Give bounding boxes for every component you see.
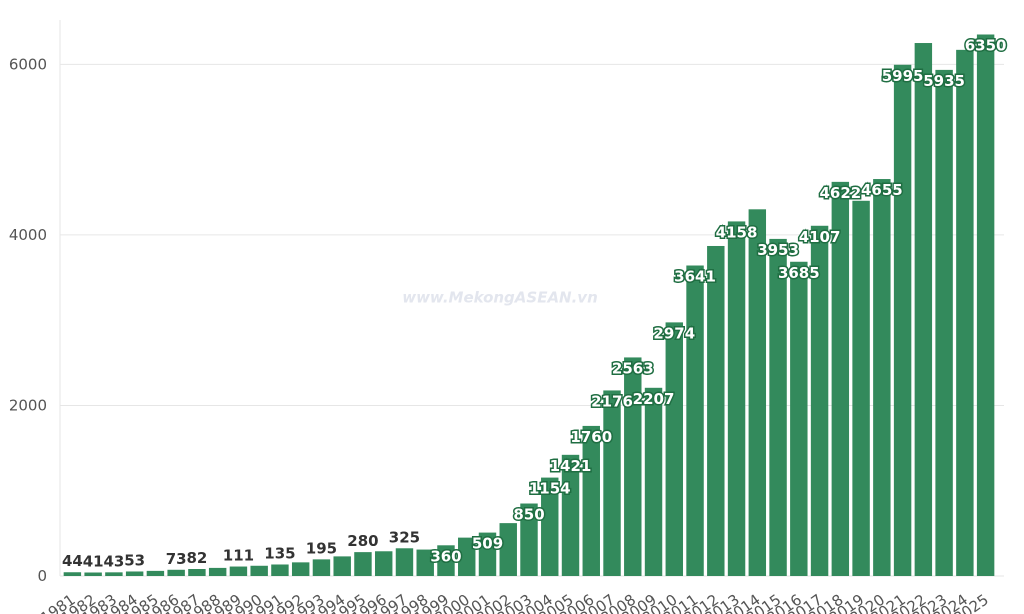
data-label: 325 — [389, 528, 420, 546]
data-label: 2974 — [653, 324, 695, 342]
bar — [250, 565, 268, 576]
data-label: 1154 — [529, 480, 571, 498]
bar — [541, 477, 559, 576]
bar — [624, 357, 642, 576]
bar — [790, 261, 808, 576]
data-label: 850 — [513, 506, 544, 524]
data-label: 82 — [186, 549, 207, 567]
bar — [976, 34, 995, 576]
data-label: 3641 — [674, 268, 716, 286]
data-label: 3685 — [778, 264, 820, 282]
bar — [458, 537, 476, 576]
bar — [956, 49, 974, 577]
bar — [520, 503, 538, 576]
bar — [271, 564, 289, 576]
bar — [935, 69, 953, 576]
bar — [478, 532, 497, 576]
data-label: 280 — [347, 532, 378, 550]
bar — [84, 572, 102, 576]
data-label: 360 — [430, 547, 461, 565]
y-tick-label: 6000 — [9, 55, 47, 73]
bar — [333, 556, 351, 576]
watermark: www.MekongASEAN.vn — [402, 289, 598, 307]
bar — [416, 549, 434, 576]
data-label: 2207 — [633, 390, 675, 408]
bar — [229, 566, 248, 576]
data-label: 195 — [306, 539, 337, 557]
bar — [727, 221, 746, 576]
data-label: 4158 — [716, 223, 758, 241]
bar — [873, 179, 891, 577]
data-label: 111 — [223, 547, 254, 565]
bar — [499, 523, 517, 576]
data-label: 1760 — [570, 428, 612, 446]
bar — [914, 43, 933, 577]
data-label: 41 — [83, 553, 104, 571]
bar — [437, 545, 455, 576]
data-label: 5995 — [882, 67, 924, 85]
data-label: 4622 — [819, 184, 861, 202]
data-label: 6350 — [965, 36, 1007, 54]
bar — [291, 562, 310, 576]
bar — [810, 225, 829, 576]
data-label: 43 — [103, 552, 124, 570]
bar — [374, 551, 393, 576]
bar — [354, 552, 372, 576]
y-tick-label: 4000 — [9, 226, 47, 244]
bar — [893, 64, 912, 577]
y-tick-label: 2000 — [9, 396, 47, 414]
data-label: 44 — [62, 552, 83, 570]
bar — [582, 425, 600, 576]
bar — [603, 390, 621, 576]
bar — [686, 265, 704, 576]
bar — [748, 209, 767, 577]
bar — [188, 569, 206, 576]
data-label: 1421 — [550, 457, 592, 475]
data-label: 73 — [166, 550, 187, 568]
data-label: 135 — [264, 544, 295, 562]
bar — [852, 200, 870, 576]
bar — [208, 567, 227, 576]
bar — [167, 569, 185, 576]
data-label: 4107 — [799, 228, 841, 246]
bar — [105, 572, 123, 576]
bar — [125, 571, 144, 576]
bar — [707, 245, 725, 576]
bar — [831, 181, 850, 576]
bar — [644, 387, 663, 576]
data-label: 509 — [472, 535, 503, 553]
bar — [312, 559, 331, 576]
data-label: 2176 — [591, 392, 633, 410]
bar — [561, 454, 580, 576]
data-label: 2563 — [612, 359, 654, 377]
bar — [665, 322, 684, 576]
bar — [146, 570, 165, 576]
bar — [395, 548, 414, 576]
data-label: 3953 — [757, 241, 799, 259]
bar — [63, 572, 82, 576]
bar — [769, 238, 787, 576]
y-tick-label: 0 — [37, 567, 47, 585]
data-label: 5935 — [923, 72, 965, 90]
data-label: 53 — [124, 551, 145, 569]
data-label: 4655 — [861, 181, 903, 199]
